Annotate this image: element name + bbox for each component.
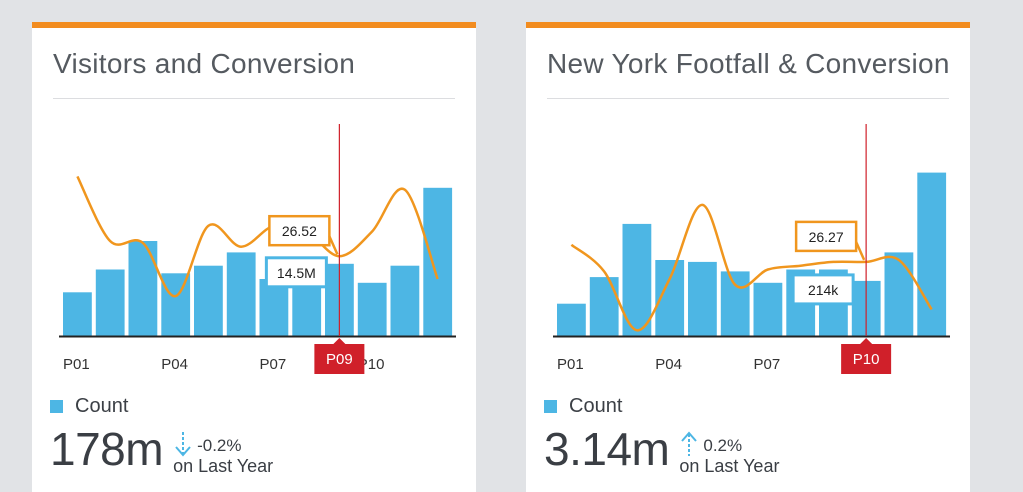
card-new-york-footfall: New York Footfall & Conversion P01 P04 P07… (526, 22, 970, 492)
tick-label: P04 (655, 356, 682, 373)
marker-label: P09 (326, 351, 353, 368)
bar-tooltip-value: 14.5M (277, 265, 316, 281)
bar-P01[interactable] (557, 303, 586, 336)
bar-P02[interactable] (589, 277, 619, 336)
bar-P03[interactable] (128, 241, 158, 336)
tick-label: P01 (63, 356, 90, 373)
line-tooltip (268, 214, 331, 247)
bar-tooltip (791, 273, 855, 306)
combo-chart[interactable]: P01 P04 P07 P10 P09 26.52 14.5M (32, 122, 476, 382)
bar-P02[interactable] (95, 269, 125, 337)
kpi-change: -0.2% on Last Year (173, 426, 293, 476)
legend-label: Count (569, 395, 623, 417)
tick-label: P10 (358, 356, 385, 373)
kpi-change-label: on Last Year (173, 456, 274, 476)
title-divider (53, 98, 455, 99)
kpi: 3.14m 0.2% on Last Year (544, 423, 799, 476)
bar-P11[interactable] (390, 265, 420, 336)
title-divider (547, 98, 949, 99)
kpi-change: 0.2% on Last Year (679, 426, 799, 476)
line-tooltip-value: 26.27 (809, 229, 844, 245)
marker-label: P10 (853, 351, 880, 368)
bar-tooltip-pointer (853, 282, 865, 296)
tick-label: P07 (754, 356, 781, 373)
bar-P07[interactable] (259, 279, 289, 336)
line-tooltip-value: 26.52 (282, 223, 317, 239)
kpi: 178m -0.2% on Last Year (50, 423, 293, 476)
bar-P12[interactable] (917, 172, 947, 336)
card-title: New York Footfall & Conversion (547, 48, 950, 79)
kpi-change-value: 0.2% (703, 436, 743, 455)
card-title: Visitors and Conversion (53, 48, 356, 79)
tick-label: P01 (557, 356, 584, 373)
bar-P10[interactable] (357, 282, 387, 336)
bar-tooltip-value: 214k (808, 282, 839, 298)
legend-swatch (50, 400, 63, 413)
bar-P05[interactable] (688, 261, 717, 336)
bar-P01[interactable] (63, 292, 92, 336)
bar-P06[interactable] (720, 271, 750, 336)
legend: Count (50, 395, 128, 418)
marker-badge[interactable] (841, 344, 892, 374)
legend-label: Count (75, 395, 129, 417)
arrow-down-icon (175, 432, 191, 457)
marker-pointer (860, 338, 873, 344)
line-tooltip-pointer (854, 241, 866, 261)
arrow-up-icon (681, 431, 698, 456)
bar-P12[interactable] (423, 187, 453, 336)
bar-P07[interactable] (753, 282, 783, 336)
kpi-value: 178m (50, 423, 164, 475)
legend: Count (544, 395, 622, 418)
tick-label: P07 (260, 356, 287, 373)
kpi-change-label: on Last Year (679, 456, 780, 476)
bar-P06[interactable] (226, 252, 256, 336)
marker-pointer (333, 338, 346, 344)
bar-P11[interactable] (884, 252, 914, 336)
series-line[interactable] (76, 175, 439, 298)
bar-P03[interactable] (622, 223, 652, 336)
kpi-change-value: -0.2% (197, 436, 242, 455)
tick-label: P04 (161, 356, 188, 373)
line-tooltip (794, 220, 858, 253)
kpi-value: 3.14m (544, 423, 670, 475)
marker-badge[interactable] (314, 344, 365, 374)
bar-P05[interactable] (194, 265, 223, 336)
legend-swatch (544, 400, 557, 413)
card-visitors-conversion: Visitors and Conversion P01 P04 P07 P10 P09 2… (32, 22, 476, 492)
line-tooltip-pointer (328, 235, 339, 255)
bar-tooltip-pointer (326, 265, 338, 279)
